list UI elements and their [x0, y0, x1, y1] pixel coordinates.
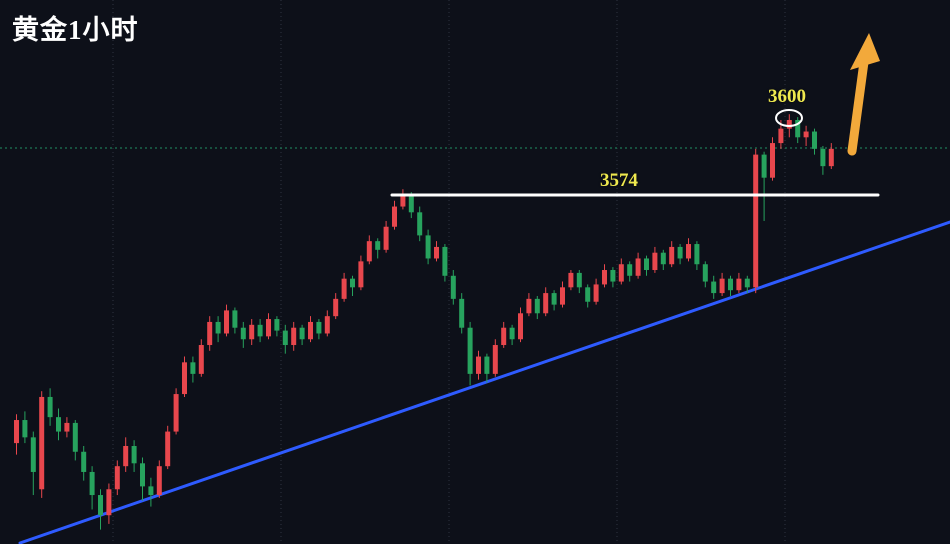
chart-title: 黄金1小时: [12, 15, 139, 45]
up-arrow-icon: [847, 33, 880, 156]
resistance-price-label: 3574: [600, 170, 638, 191]
highlight-ellipse: [775, 109, 803, 127]
gridlines-layer: [112, 0, 786, 544]
support-trendline: [18, 220, 950, 544]
candles-layer: [14, 114, 834, 530]
target-price-label: 3600: [768, 86, 806, 107]
